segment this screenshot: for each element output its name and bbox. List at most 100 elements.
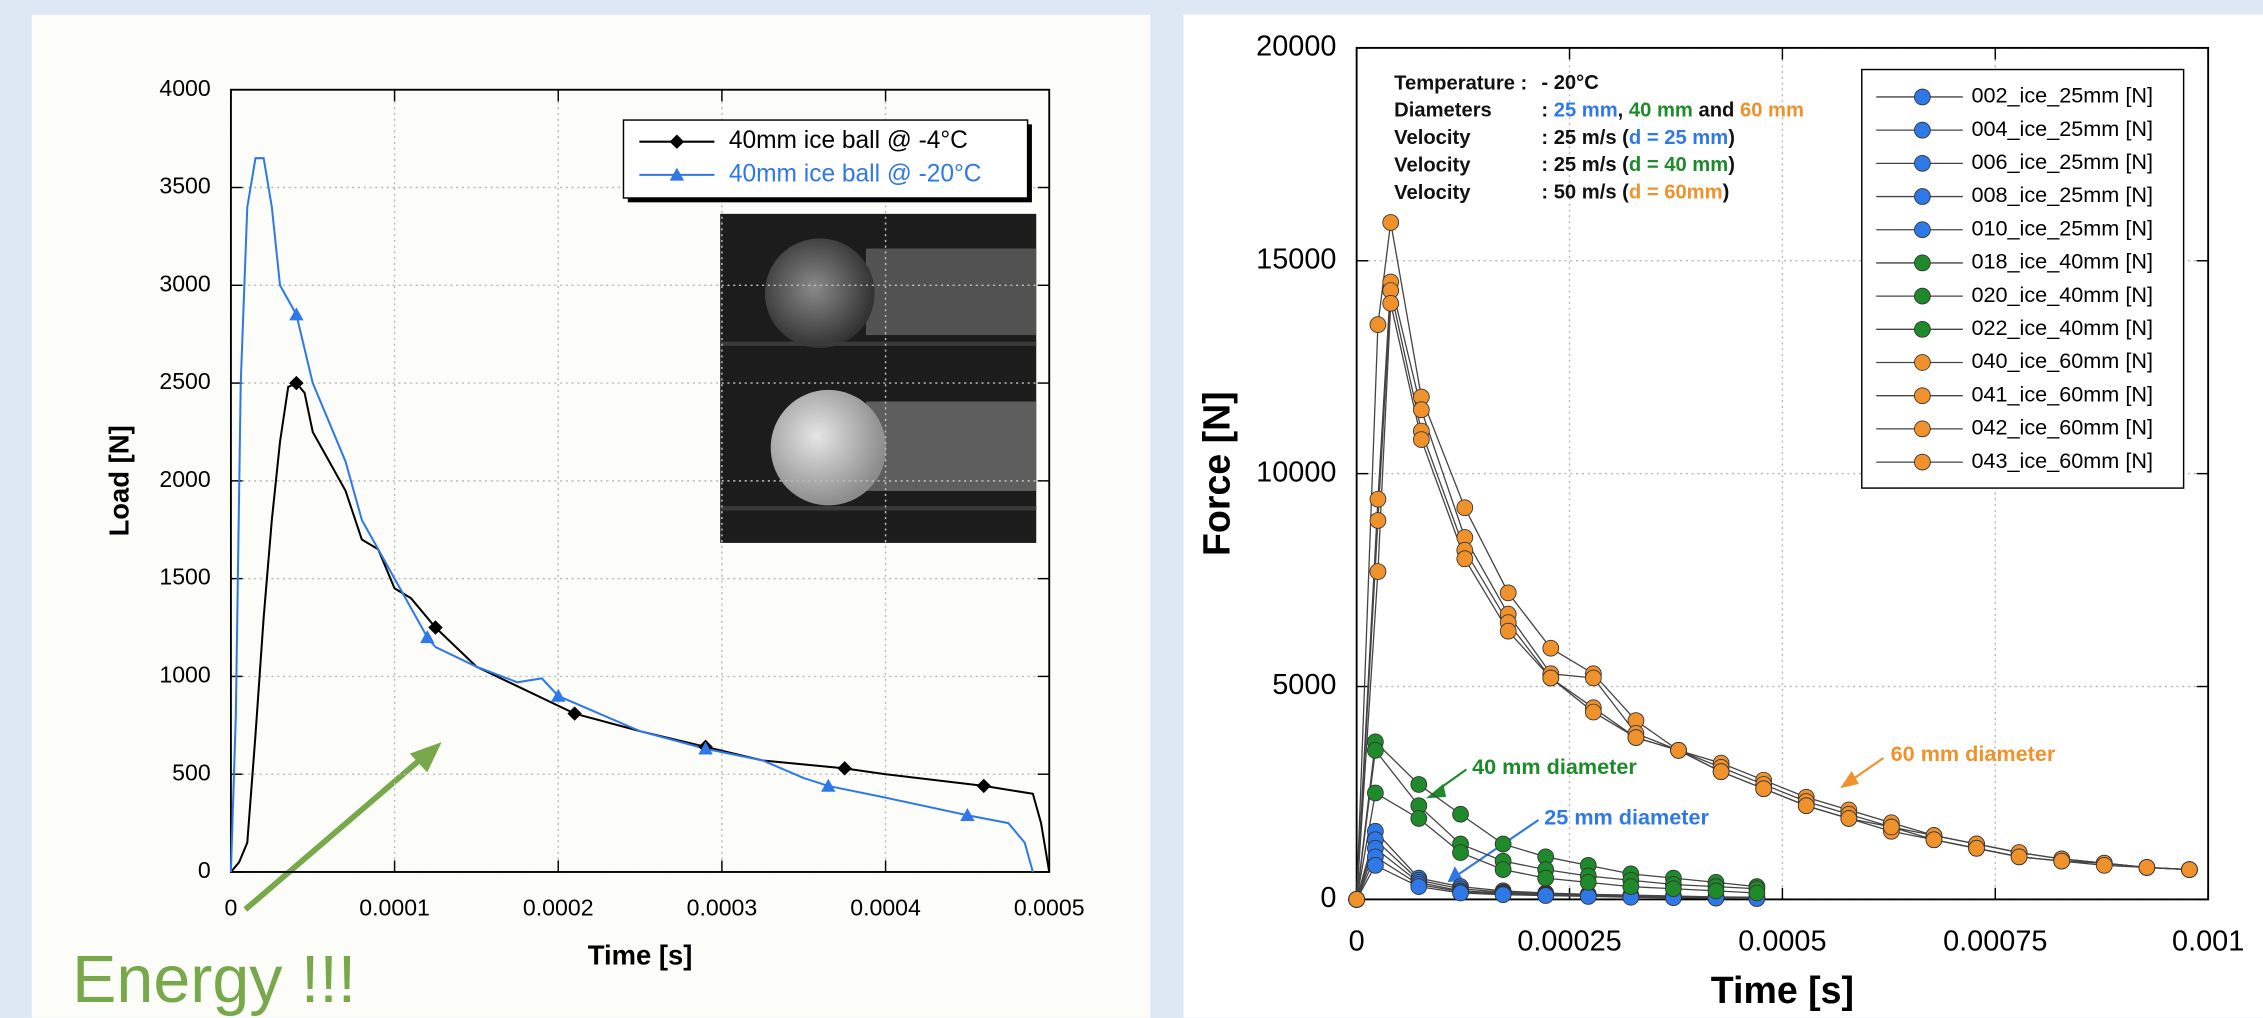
- data-marker: [1412, 431, 1430, 448]
- data-marker: [1456, 499, 1474, 517]
- series-line: [1355, 303, 2190, 900]
- legend-label: 002_ice_25mm [N]: [1971, 83, 2153, 108]
- legend-marker: [669, 134, 685, 149]
- data-marker: [1584, 703, 1602, 721]
- y-axis-label: Force [N]: [1195, 391, 1237, 556]
- legend-box: [622, 119, 1029, 199]
- legend-marker: [1914, 254, 1931, 272]
- energy-annotation: Energy !!!: [72, 943, 356, 1017]
- legend-marker: [1914, 354, 1931, 371]
- note-label: Velocity: [1394, 155, 1471, 177]
- data-marker: [1499, 622, 1517, 640]
- data-marker: [2095, 856, 2113, 874]
- data-marker: [1369, 512, 1387, 529]
- data-marker: [1348, 891, 1366, 908]
- note-value: : 25 mm, 40 mm and 60 mm: [1541, 100, 1804, 122]
- note-value: - 20°C: [1541, 72, 1599, 94]
- legend-marker: [1914, 188, 1931, 205]
- x-axis-label: Time [s]: [1711, 969, 1854, 1011]
- data-marker: [2010, 848, 2028, 866]
- data-marker: [1494, 886, 1512, 904]
- note-part: :: [1541, 100, 1553, 122]
- data-marker: [1494, 835, 1512, 853]
- data-marker: [960, 808, 975, 822]
- y-tick-label: 0: [1320, 882, 1336, 914]
- x-tick-label: 0.0001: [359, 895, 430, 921]
- data-marker: [2053, 852, 2071, 870]
- data-marker: [1369, 490, 1387, 508]
- x-tick-label: 0.001: [2172, 925, 2244, 957]
- note-part: d = 40 mm: [1629, 155, 1728, 177]
- legend-marker: [1914, 154, 1931, 172]
- data-marker: [1840, 810, 1858, 827]
- plot-frame: [229, 88, 1051, 873]
- data-marker: [1410, 810, 1428, 827]
- note-part: 40 mm: [1629, 100, 1693, 122]
- x-tick-label: 0: [1349, 925, 1365, 957]
- legend-marker: [1914, 221, 1931, 239]
- data-marker: [1410, 776, 1428, 793]
- legend-label: 018_ice_40mm [N]: [1971, 249, 2153, 274]
- data-marker: [428, 620, 443, 635]
- data-marker: [821, 778, 836, 792]
- curve-label: 25 mm diameter: [1544, 804, 1709, 829]
- x-tick-label: 0.0002: [523, 895, 594, 921]
- data-marker: [837, 761, 852, 776]
- data-marker: [1665, 880, 1682, 898]
- curve-label: 60 mm diameter: [1891, 741, 2056, 766]
- legend-label: 020_ice_40mm [N]: [1971, 282, 2153, 307]
- note-label: Velocity: [1394, 127, 1471, 149]
- legend-marker: [1914, 121, 1931, 139]
- data-marker: [2181, 861, 2198, 878]
- x-tick-label: 0.0005: [1738, 925, 1826, 957]
- data-marker: [1797, 797, 1815, 815]
- legend-marker: [669, 167, 685, 181]
- data-marker: [976, 778, 991, 794]
- note-part: : 25 m/s (: [1541, 127, 1629, 149]
- data-marker: [1494, 861, 1512, 878]
- legend-label: 006_ice_25mm [N]: [1971, 149, 2153, 174]
- note-part: - 20°C: [1541, 72, 1599, 94]
- legend-label: 040_ice_60mm [N]: [1971, 348, 2153, 373]
- legend-label: 40mm ice ball @ -4°C: [729, 127, 968, 154]
- data-marker: [1367, 856, 1384, 874]
- data-marker: [1537, 869, 1555, 887]
- legend-label: 041_ice_60mm [N]: [1971, 381, 2153, 406]
- data-marker: [567, 706, 582, 721]
- y-tick-label: 3000: [159, 270, 210, 296]
- legend-label: 40mm ice ball @ -20°C: [729, 160, 982, 187]
- curve-label: 40 mm diameter: [1472, 754, 1637, 779]
- data-marker: [1367, 742, 1384, 759]
- data-marker: [1499, 584, 1517, 602]
- data-marker: [1883, 818, 1900, 836]
- data-marker: [2138, 859, 2156, 876]
- data-marker: [1367, 784, 1384, 802]
- y-tick-label: 15000: [1256, 243, 1336, 275]
- y-tick-label: 20000: [1256, 31, 1336, 63]
- data-marker: [1627, 729, 1645, 746]
- x-tick-label: 0: [224, 895, 237, 921]
- note-part: 25 mm: [1554, 100, 1618, 122]
- data-marker: [698, 741, 713, 755]
- data-marker: [1382, 214, 1400, 231]
- y-tick-label: 500: [172, 759, 211, 785]
- note-label: Velocity: [1394, 182, 1471, 204]
- note-value: : 50 m/s (d = 60mm): [1541, 182, 1729, 204]
- y-tick-label: 1000: [159, 662, 210, 688]
- data-marker: [420, 630, 435, 644]
- legend-label: 042_ice_60mm [N]: [1971, 415, 2153, 440]
- y-tick-label: 1500: [159, 564, 210, 590]
- data-marker: [289, 307, 304, 321]
- data-marker: [1456, 550, 1474, 568]
- inset-photo: [720, 213, 1037, 543]
- data-marker: [1542, 639, 1560, 657]
- legend-label: 010_ice_25mm [N]: [1971, 215, 2153, 240]
- note-part: ,: [1618, 100, 1629, 122]
- data-marker: [1670, 742, 1687, 759]
- note-part: ): [1728, 155, 1735, 177]
- y-tick-label: 3500: [159, 173, 210, 199]
- y-tick-label: 4000: [159, 75, 210, 101]
- legend-marker: [1914, 453, 1931, 471]
- x-tick-label: 0.0004: [850, 895, 921, 921]
